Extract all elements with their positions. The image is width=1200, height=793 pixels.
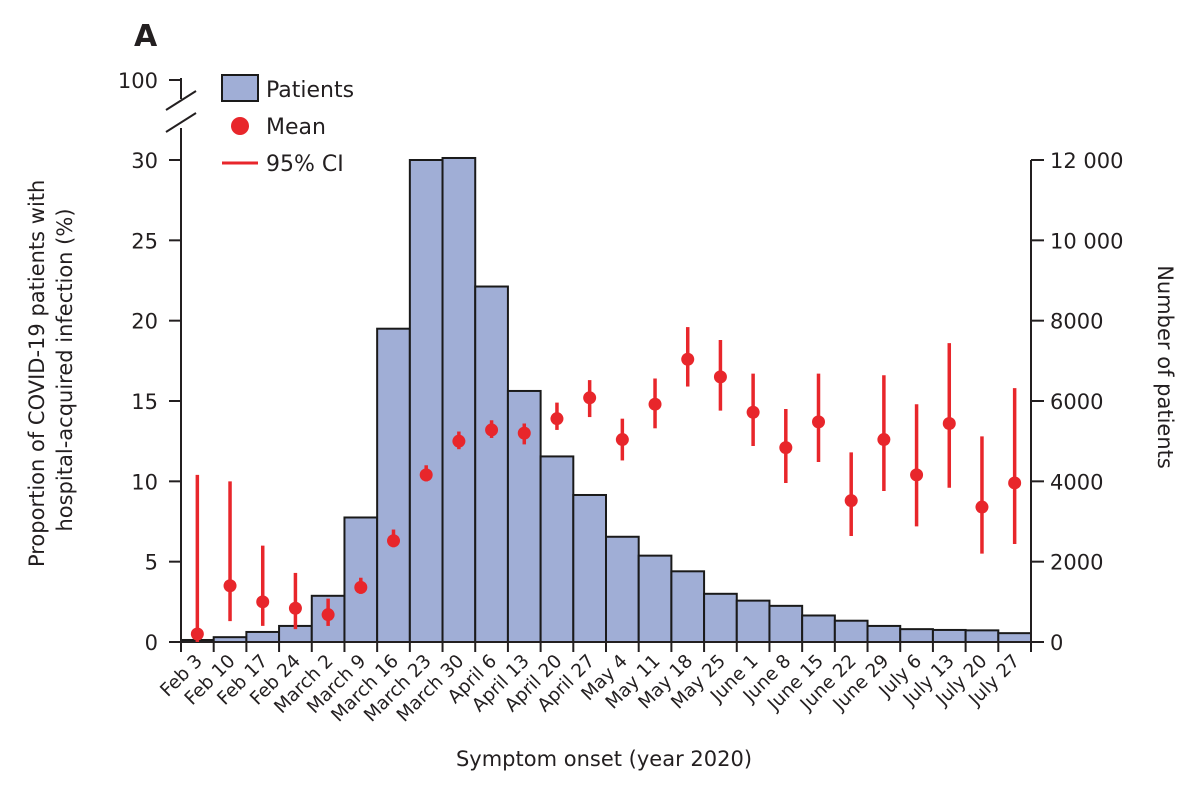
mean-point — [681, 352, 695, 366]
bar-patients — [605, 535, 640, 643]
mean-point — [583, 391, 597, 405]
mean-point — [354, 580, 368, 594]
bar-patients — [703, 592, 738, 643]
y-axis-title: Proportion of COVID-19 patients with hos… — [25, 173, 77, 567]
mean-point — [288, 601, 302, 615]
bar-patients — [768, 604, 804, 643]
bar-patients — [964, 629, 1000, 644]
mean-point — [485, 423, 499, 437]
x-axis-title: Symptom onset (year 2020) — [456, 747, 752, 771]
bar-patients — [539, 455, 575, 643]
mean-point — [942, 416, 956, 430]
mean-point — [517, 426, 531, 440]
legend-ci-label: 95% CI — [266, 152, 344, 177]
mean-point — [975, 500, 989, 514]
mean-point — [844, 494, 858, 508]
mean-point — [779, 441, 793, 455]
axis-break-mark — [165, 90, 197, 111]
mean-point — [452, 434, 466, 448]
bar-patients — [572, 493, 607, 643]
y2-tick-label: 6000 — [1050, 390, 1103, 414]
y-axis-title-line-2: hospital-acquired infection (%) — [53, 208, 77, 531]
bar-patients — [899, 628, 934, 644]
legend-patients-label: Patients — [266, 78, 354, 103]
bar-patients — [408, 159, 444, 643]
mean-point — [910, 468, 924, 482]
y2-axis-title: Number of patients — [1153, 265, 1177, 469]
bar-patients — [474, 285, 509, 643]
mean-point — [877, 433, 891, 447]
mean-point — [648, 397, 662, 411]
y-tick-label: 5 — [145, 551, 158, 575]
axis-break-mark — [165, 112, 197, 133]
legend-patients-swatch — [221, 74, 259, 102]
bar-patients — [376, 327, 411, 643]
bar-patients — [735, 599, 771, 644]
y-tick-label: 20 — [131, 310, 158, 334]
mean-point — [615, 433, 629, 447]
y2-tick-label: 2000 — [1050, 551, 1103, 575]
y2-tick-label: 0 — [1050, 631, 1063, 655]
mean-point — [550, 412, 564, 426]
mean-point — [746, 405, 760, 419]
mean-point — [387, 534, 400, 548]
bar-patients — [931, 628, 967, 644]
y-tick-label: 25 — [131, 229, 158, 253]
y2-tick-label: 4000 — [1050, 470, 1103, 494]
mean-point — [190, 627, 204, 641]
y2-tick-label: 8000 — [1050, 310, 1103, 334]
bar-patients — [245, 630, 281, 643]
bar-patients — [866, 624, 902, 644]
bar-patients — [997, 632, 1032, 643]
mean-point — [321, 608, 335, 622]
mean-point — [419, 468, 433, 482]
mean-point — [256, 595, 270, 609]
bar-patients — [637, 554, 673, 643]
mean-point — [713, 370, 727, 384]
legend-mean-label: Mean — [266, 115, 326, 140]
y-tick-label: 10 — [131, 470, 158, 494]
mean-point — [223, 579, 237, 593]
legend-mean-swatch — [231, 117, 249, 135]
y-tick-label: 100 — [118, 69, 158, 93]
y-tick-label: 30 — [131, 149, 158, 173]
bar-patients — [670, 570, 706, 643]
mean-point — [1008, 476, 1022, 490]
y-tick-label: 0 — [145, 631, 158, 655]
legend: Patients Mean 95% CI — [221, 74, 354, 177]
bar-patients — [801, 614, 836, 643]
y-axis-title-line-1: Proportion of COVID-19 patients with — [25, 180, 49, 567]
y-tick-label: 15 — [131, 390, 158, 414]
panel-label: A — [134, 19, 158, 54]
mean-point — [812, 415, 825, 429]
y2-tick-label: 12 000 — [1050, 149, 1123, 173]
bar-patients — [441, 156, 477, 643]
bar-patients — [833, 619, 869, 644]
y2-tick-label: 10 000 — [1050, 229, 1123, 253]
